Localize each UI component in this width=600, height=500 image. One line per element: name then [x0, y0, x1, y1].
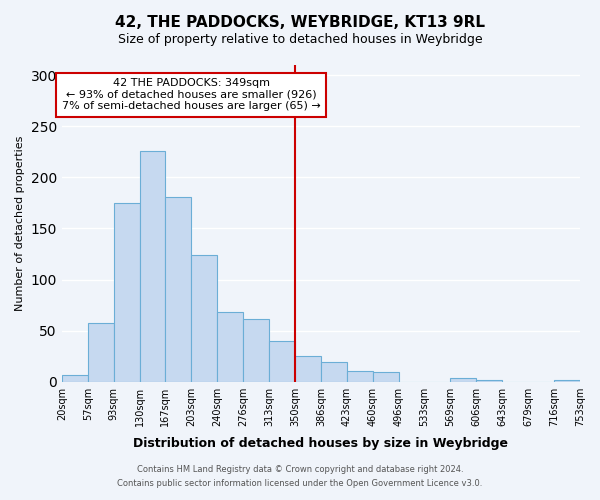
Bar — [113, 203, 140, 382]
Bar — [166, 197, 191, 382]
Bar — [88, 324, 113, 382]
Bar — [476, 380, 502, 382]
Bar — [217, 312, 243, 382]
Text: 42 THE PADDOCKS: 349sqm
← 93% of detached houses are smaller (926)
7% of semi-de: 42 THE PADDOCKS: 349sqm ← 93% of detache… — [62, 78, 321, 112]
Bar — [321, 362, 347, 382]
Bar — [62, 374, 88, 382]
X-axis label: Distribution of detached houses by size in Weybridge: Distribution of detached houses by size … — [133, 437, 508, 450]
Bar — [347, 372, 373, 382]
Bar — [191, 255, 217, 382]
Bar — [269, 341, 295, 382]
Text: Size of property relative to detached houses in Weybridge: Size of property relative to detached ho… — [118, 32, 482, 46]
Bar — [554, 380, 580, 382]
Text: 42, THE PADDOCKS, WEYBRIDGE, KT13 9RL: 42, THE PADDOCKS, WEYBRIDGE, KT13 9RL — [115, 15, 485, 30]
Bar — [295, 356, 321, 382]
Y-axis label: Number of detached properties: Number of detached properties — [15, 136, 25, 311]
Bar — [373, 372, 398, 382]
Bar — [451, 378, 476, 382]
Text: Contains HM Land Registry data © Crown copyright and database right 2024.
Contai: Contains HM Land Registry data © Crown c… — [118, 466, 482, 487]
Bar — [140, 151, 166, 382]
Bar — [243, 320, 269, 382]
